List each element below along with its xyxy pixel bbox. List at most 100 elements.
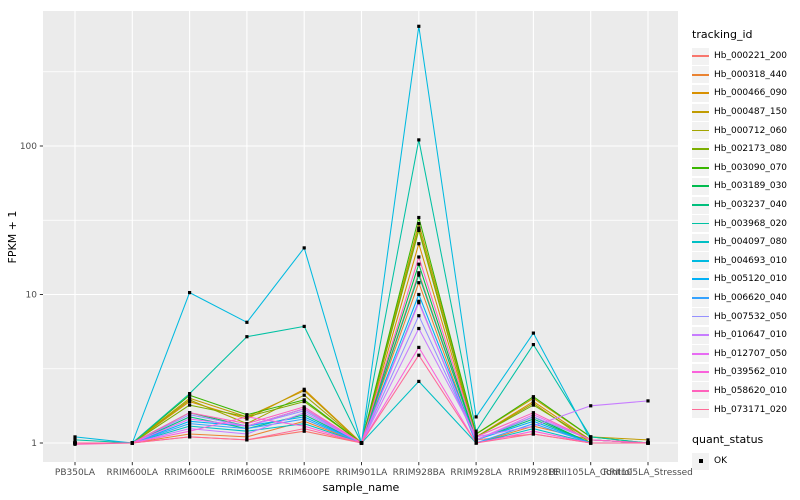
panel-background <box>43 11 678 462</box>
data-point <box>531 417 535 421</box>
x-tick-label: RRIM901LA <box>336 468 388 478</box>
x-tick-label: PB350LA <box>55 468 96 478</box>
legend-item: Hb_007532_050 <box>692 307 798 326</box>
data-point <box>531 395 535 399</box>
data-point <box>188 398 192 402</box>
data-point <box>589 435 593 439</box>
data-point <box>302 409 306 413</box>
data-point <box>245 422 249 426</box>
series-color-line-icon <box>692 92 709 95</box>
data-point <box>302 393 306 397</box>
series-color-line-icon <box>692 204 709 206</box>
x-tick-label: RRIM600LE <box>164 468 215 478</box>
series-color-line-icon <box>692 73 709 76</box>
x-tick-label: RRIM600PE <box>279 468 331 478</box>
data-point <box>188 424 192 428</box>
data-point <box>474 415 478 419</box>
series-key-icon <box>692 122 709 140</box>
series-key-icon <box>692 401 709 419</box>
series-color-line-icon <box>692 297 709 299</box>
series-key-icon <box>692 47 709 65</box>
y-tick-label: 1 <box>31 439 37 449</box>
series-color-line-icon <box>692 389 709 392</box>
series-color-line-icon <box>692 241 709 244</box>
legend-item-label: Hb_003237_040 <box>714 200 788 211</box>
series-key-icon <box>692 233 709 251</box>
legend-item-label: Hb_012707_050 <box>714 348 788 359</box>
legend-item: Hb_002173_080 <box>692 140 798 159</box>
data-point <box>531 403 535 407</box>
legend-item: Hb_073171_020 <box>692 400 798 419</box>
legend-item-label: Hb_003090_070 <box>714 162 788 173</box>
series-key-icon <box>692 252 709 270</box>
data-point <box>302 405 306 409</box>
legend: tracking_id Hb_000221_200 Hb_000318_440 Hb… <box>692 28 798 470</box>
legend-item: Hb_006620_040 <box>692 289 798 308</box>
data-point <box>417 222 421 226</box>
data-point <box>245 432 249 436</box>
data-point <box>417 353 421 357</box>
data-point <box>245 424 249 428</box>
series-color-line-icon <box>692 222 709 225</box>
series-key-icon <box>692 177 709 195</box>
series-color-line-icon <box>692 166 709 169</box>
series-color-line-icon <box>692 408 709 411</box>
series-key-icon <box>692 84 709 102</box>
data-point <box>302 398 306 402</box>
x-tick-label: RRIM928LA <box>450 468 502 478</box>
series-color-line-icon <box>692 315 709 318</box>
data-point <box>531 343 535 347</box>
legend-item: Hb_005120_010 <box>692 270 798 289</box>
data-point <box>417 226 421 230</box>
data-point <box>302 400 306 404</box>
data-point <box>245 335 249 339</box>
x-tick-label: RRIM928LE <box>508 468 559 478</box>
legend-item: Hb_000712_060 <box>692 121 798 140</box>
data-point <box>130 441 134 445</box>
data-point <box>417 271 421 275</box>
y-tick-label: 10 <box>26 291 38 301</box>
data-point <box>589 438 593 442</box>
data-point <box>245 429 249 433</box>
data-point <box>188 291 192 295</box>
legend-item-label: Hb_000487_150 <box>714 107 788 118</box>
legend-item: Hb_000318_440 <box>692 66 798 85</box>
legend-item-label: Hb_002173_080 <box>714 144 788 155</box>
legend-title: tracking_id <box>692 28 753 41</box>
series-key-icon <box>692 66 709 84</box>
data-point <box>417 379 421 383</box>
quant-status-title: quant_status <box>692 432 764 446</box>
legend-item: Hb_004693_010 <box>692 252 798 271</box>
data-point <box>188 419 192 423</box>
legend-item-label: Hb_000221_200 <box>714 51 788 62</box>
series-key-icon <box>692 345 709 363</box>
legend-item-label: Hb_000466_090 <box>714 88 788 99</box>
data-point <box>531 424 535 428</box>
data-point <box>302 324 306 328</box>
data-point <box>73 441 77 445</box>
data-point <box>531 415 535 419</box>
data-point <box>245 435 249 439</box>
data-point <box>188 429 192 433</box>
series-key-icon <box>692 363 709 381</box>
legend-item: Hb_010647_010 <box>692 326 798 345</box>
legend-item-label: Hb_058620_010 <box>714 385 788 396</box>
data-point <box>417 314 421 318</box>
data-point <box>302 415 306 419</box>
quant-status-legend: quant_status OK <box>692 433 798 471</box>
y-axis-title: FPKM + 1 <box>6 210 19 264</box>
data-point <box>188 435 192 439</box>
data-point <box>646 399 650 403</box>
data-point <box>302 407 306 411</box>
series-color-line-icon <box>692 129 709 132</box>
x-tick-label: RRII105LA_Control <box>549 468 632 478</box>
data-point <box>474 435 478 439</box>
data-point <box>188 415 192 419</box>
data-point <box>474 432 478 436</box>
data-point <box>188 411 192 415</box>
black-point-icon <box>698 459 703 464</box>
legend-item-label: Hb_004097_080 <box>714 237 788 248</box>
data-point <box>531 411 535 415</box>
